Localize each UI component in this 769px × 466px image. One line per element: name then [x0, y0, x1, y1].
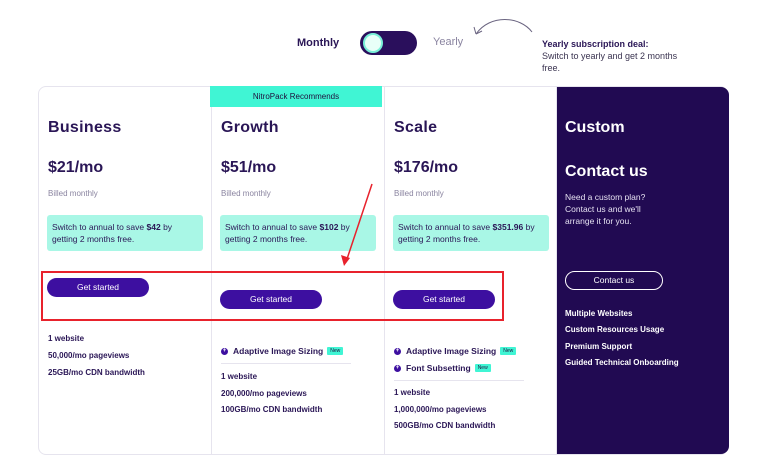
feature-item: Guided Technical Onboarding	[565, 358, 679, 367]
save-suffix: by getting 2 months free.	[225, 222, 350, 244]
extra-feature-row: + Adaptive Image Sizing New	[221, 346, 344, 356]
plus-icon: +	[394, 347, 401, 355]
save-amount: $351.96	[492, 222, 524, 232]
annual-savings-box: Switch to annual to save $102 by getting…	[220, 215, 376, 251]
save-suffix: by getting 2 months free.	[52, 222, 173, 244]
feature-item: 50,000/mo pageviews	[48, 351, 130, 360]
curved-arrow-icon	[473, 19, 533, 35]
feature-item: 1 website	[221, 372, 258, 381]
plan-business: Business $21/mo Billed monthly Switch to…	[39, 87, 211, 454]
plan-name: Custom	[565, 119, 625, 136]
yearly-label[interactable]: Yearly	[433, 36, 464, 48]
new-badge: New	[474, 364, 491, 372]
monthly-label[interactable]: Monthly	[297, 37, 340, 49]
annotation-highlight-box	[41, 271, 504, 321]
recommend-badge: NitroPack Recommends	[210, 86, 382, 107]
plan-scale: Scale $176/mo Billed monthly Switch to a…	[384, 87, 556, 454]
plan-name: Growth	[221, 119, 279, 136]
billing-note: Billed monthly	[221, 189, 271, 198]
deal-title: Yearly subscription deal:	[542, 39, 649, 49]
plan-name: Business	[48, 119, 122, 136]
new-badge: New	[327, 347, 344, 355]
feature-item: Premium Support	[565, 342, 633, 351]
deal-text: Switch to yearly and get 2 months free.	[542, 51, 678, 73]
new-badge: New	[500, 347, 517, 355]
extra-feature-row: + Font Subsetting New	[394, 363, 491, 373]
business-get-started-button[interactable]: Get started	[47, 278, 149, 297]
extra-feature-label: Adaptive Image Sizing	[233, 346, 324, 356]
scale-get-started-button[interactable]: Get started	[393, 290, 495, 309]
save-prefix: Switch to annual to save	[225, 222, 320, 232]
feature-item: 200,000/mo pageviews	[221, 389, 307, 398]
save-amount: $102	[319, 222, 339, 232]
divider	[221, 363, 351, 364]
feature-item: 1 website	[48, 334, 85, 343]
plan-price: $21/mo	[48, 159, 104, 176]
feature-item: 100GB/mo CDN bandwidth	[221, 405, 323, 414]
billing-note: Billed monthly	[48, 189, 98, 198]
divider	[394, 380, 524, 381]
billing-toggle-area: Monthly Yearly	[297, 30, 463, 56]
feature-item: 1 website	[394, 388, 431, 397]
plus-icon: +	[394, 364, 401, 372]
feature-item: 500GB/mo CDN bandwidth	[394, 421, 496, 430]
switch-knob[interactable]	[363, 33, 383, 53]
plus-icon: +	[221, 347, 228, 355]
annual-savings-box: Switch to annual to save $42 by getting …	[47, 215, 203, 251]
contact-title: Contact us	[565, 163, 648, 180]
plan-custom: Custom Contact us Need a custom plan? Co…	[556, 87, 729, 454]
growth-get-started-button[interactable]: Get started	[220, 290, 322, 309]
save-prefix: Switch to annual to save	[398, 222, 493, 232]
feature-item: 1,000,000/mo pageviews	[394, 405, 487, 414]
contact-us-button[interactable]: Contact us	[565, 271, 663, 290]
feature-item: 25GB/mo CDN bandwidth	[48, 368, 145, 377]
save-amount: $42	[146, 222, 161, 232]
save-suffix: by getting 2 months free.	[398, 222, 535, 244]
annotation-arrow-icon	[341, 183, 373, 266]
yearly-deal-note: Yearly subscription deal: Switch to year…	[542, 38, 682, 74]
plan-growth: Growth $51/mo Billed monthly Switch to a…	[211, 87, 384, 454]
annual-savings-box: Switch to annual to save $351.96 by gett…	[393, 215, 549, 251]
extra-feature-label: Font Subsetting	[406, 363, 471, 373]
feature-item: Multiple Websites	[565, 309, 633, 318]
plan-name: Scale	[394, 119, 438, 136]
plan-price: $51/mo	[221, 159, 277, 176]
feature-item: Custom Resources Usage	[565, 325, 665, 334]
billing-switch[interactable]	[360, 31, 417, 55]
extra-feature-label: Adaptive Image Sizing	[406, 346, 497, 356]
pricing-table: Business $21/mo Billed monthly Switch to…	[38, 86, 729, 455]
billing-note: Billed monthly	[394, 189, 444, 198]
save-prefix: Switch to annual to save	[52, 222, 147, 232]
plan-price: $176/mo	[394, 159, 459, 176]
extra-feature-row: + Adaptive Image Sizing New	[394, 346, 517, 356]
custom-description: Need a custom plan? Contact us and we'll…	[565, 192, 646, 226]
